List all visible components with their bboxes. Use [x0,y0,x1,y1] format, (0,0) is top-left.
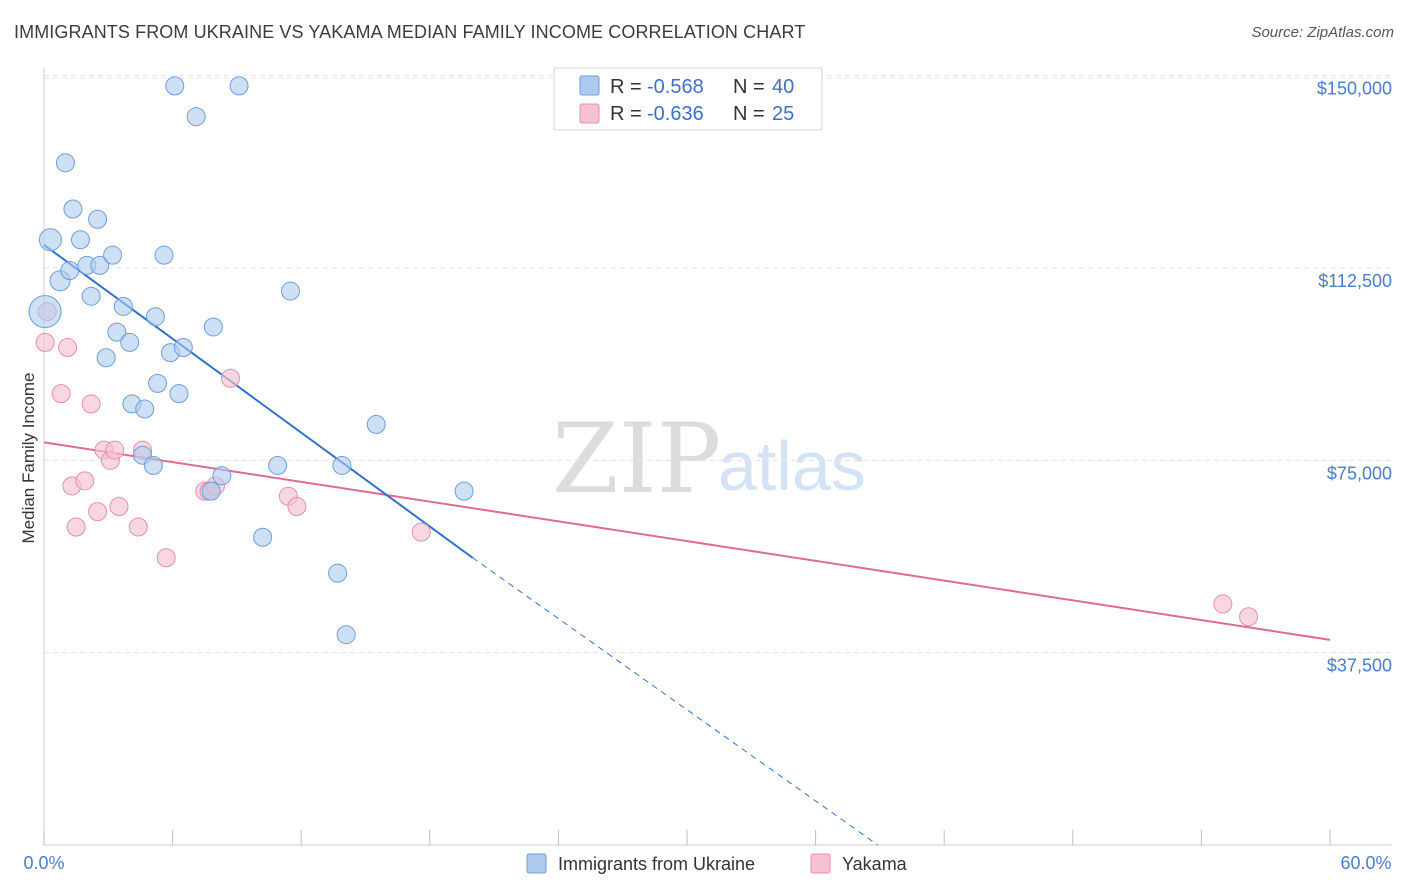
yakama-point [287,496,307,516]
yakama-legend-swatch [579,103,600,124]
ukraine-point [107,322,127,342]
x-tick-label-min: 0.0% [23,853,64,873]
ukraine-point [336,625,356,645]
yakama-series-swatch [810,853,831,874]
yakama-point [1213,594,1233,614]
yakama-point [411,522,431,542]
ukraine-point [81,286,101,306]
ukraine-n-value: 40 [772,76,794,98]
ukraine-n-label: N = [733,76,765,98]
ukraine-trend-line [43,244,474,559]
ukraine-point [454,481,474,501]
ukraine-point [253,527,273,547]
ukraine-point [103,245,123,265]
ukraine-point [328,563,348,583]
yakama-point [156,548,176,568]
ukraine-point [332,455,352,475]
ukraine-point [60,261,80,281]
ukraine-point [203,317,223,337]
ukraine-point [70,230,90,250]
ukraine-trend-extension [472,557,879,846]
yakama-point [81,394,101,414]
yakama-point [88,502,108,522]
y-tick-label: $75,000 [1327,463,1392,483]
ukraine-point [165,76,185,96]
ukraine-point [154,245,174,265]
yakama-n-value: 25 [772,103,794,125]
watermark-zip: ZIP [552,403,721,515]
ukraine-point [201,481,221,501]
ukraine-point [38,228,62,252]
yakama-point [128,517,148,537]
ukraine-point [186,107,206,127]
ukraine-point [173,337,193,357]
x-tick-label-max: 60.0% [1340,853,1391,873]
series-legend: Immigrants from Ukraine Yakama [526,853,908,874]
ukraine-point [120,332,140,352]
yakama-r-value: -0.636 [647,103,704,125]
watermark: ZIP atlas [552,403,866,515]
yakama-trend-line [43,441,1331,641]
ukraine-point [55,153,75,173]
y-tick-label: $112,500 [1318,271,1392,291]
source-credit: Source: ZipAtlas.com [1251,24,1394,41]
yakama-n-label: N = [733,103,765,125]
yakama-point [220,368,240,388]
gridlines [44,75,1392,654]
ukraine-point [113,296,133,316]
yakama-point [51,384,71,404]
chart-title: IMMIGRANTS FROM UKRAINE VS YAKAMA MEDIAN… [14,22,806,42]
yakama-point [75,471,95,491]
watermark-atlas: atlas [718,427,866,505]
ukraine-point [63,199,83,219]
ukraine-point [280,281,300,301]
yakama-point [66,517,86,537]
ukraine-point [212,466,232,486]
yakama-series-label: Yakama [842,854,908,874]
ukraine-point [169,384,189,404]
y-tick-label: $37,500 [1327,656,1392,676]
ukraine-series-label: Immigrants from Ukraine [558,854,755,874]
yakama-point [58,337,78,357]
yakama-r-label: R = [610,103,642,125]
yakama-point [35,332,55,352]
ukraine-r-label: R = [610,76,642,98]
ukraine-point [366,414,386,434]
y-axis-label: Median Family Income [19,372,38,543]
ukraine-point [90,255,110,275]
ukraine-series-swatch [526,853,547,874]
yakama-point [109,496,129,516]
ukraine-points [28,76,474,645]
y-tick-label: $150,000 [1317,79,1392,99]
ukraine-point [28,295,62,329]
trend-lines [43,244,1331,846]
ukraine-r-value: -0.568 [647,76,704,98]
ukraine-point [143,455,163,475]
ukraine-point [229,76,249,96]
ukraine-point [88,209,108,229]
ukraine-point [96,348,116,368]
ukraine-point [135,399,155,419]
ukraine-legend-swatch [579,75,600,96]
yakama-point [105,440,125,460]
y-tick-labels: $37,500 $75,000 $112,500 $150,000 [1317,79,1392,676]
x-tick-marks [43,830,1331,845]
ukraine-point [268,455,288,475]
stats-legend: R = -0.568 N = 40 R = -0.636 N = 25 [553,67,823,131]
ukraine-point [148,373,168,393]
ukraine-point [145,307,165,327]
yakama-point [1239,607,1259,627]
